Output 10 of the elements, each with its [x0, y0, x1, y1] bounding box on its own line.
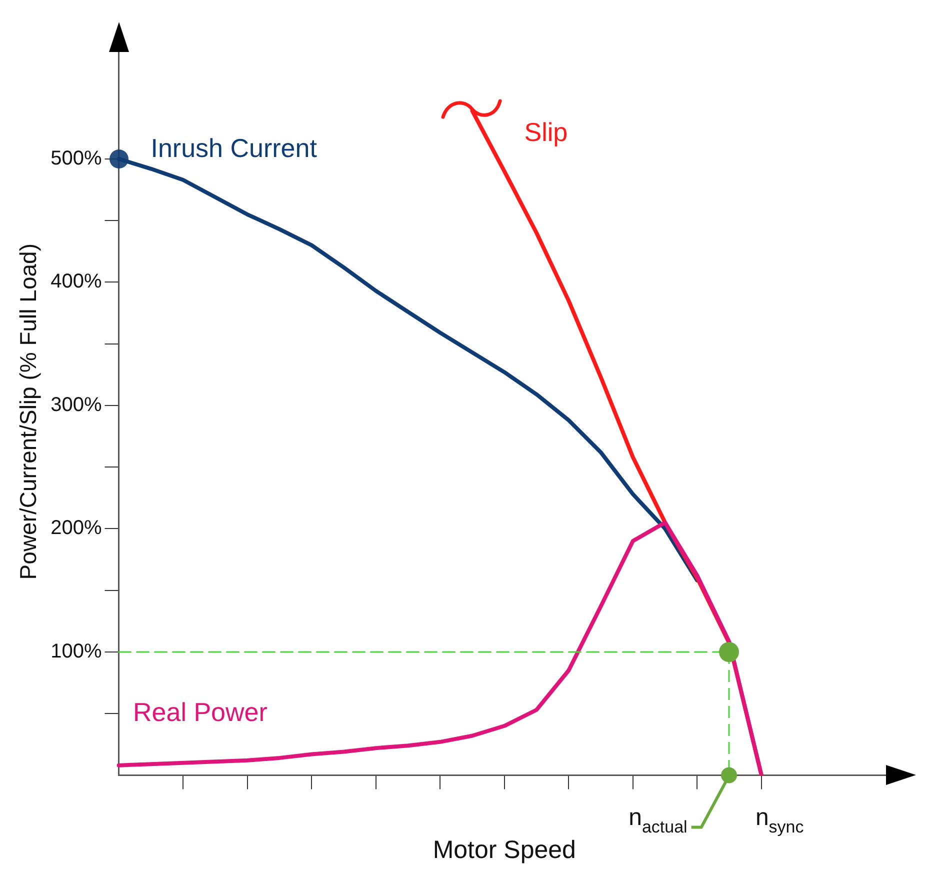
y-tick-label: 400%	[50, 270, 102, 293]
series-label: Slip	[524, 116, 568, 147]
y-tick-label: 100%	[50, 640, 102, 662]
y-axis-title: Power/Current/Slip (% Full Load)	[15, 244, 42, 580]
y-tick-label: 500%	[50, 147, 102, 170]
y-tick-label: 200%	[50, 517, 102, 540]
series-label: Inrush Current	[150, 132, 318, 163]
x-axis-title: Motor Speed	[432, 836, 576, 864]
series-label: Real Power	[133, 696, 268, 727]
y-tick-label: 300%	[50, 394, 102, 416]
